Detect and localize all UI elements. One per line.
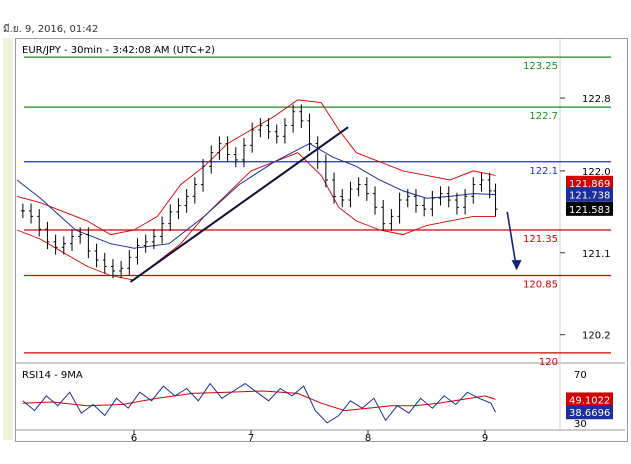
level-label: 123.25 xyxy=(523,61,558,72)
y-tick-label: 120.2 xyxy=(582,331,611,342)
forecast-arrow-head xyxy=(511,260,522,271)
rsi-plot: 70 30 49.1022 38.6696 xyxy=(22,370,613,430)
left-margin-band xyxy=(3,38,13,440)
level-label: 122.1 xyxy=(529,166,558,177)
rsi-y-tick-label: 30 xyxy=(574,419,587,430)
y-tick-label: 121.1 xyxy=(582,249,611,260)
rsi-marker-box xyxy=(566,392,613,407)
trendline xyxy=(129,126,349,283)
level-label: 121.35 xyxy=(523,234,558,245)
x-tick-label: 9 xyxy=(482,433,488,444)
price-marker-box xyxy=(566,175,613,190)
rsi-marker: 49.1022 xyxy=(569,395,610,406)
bollinger-upper-line xyxy=(16,99,496,236)
rsi-marker: 38.6696 xyxy=(569,408,610,419)
price-marker-box xyxy=(566,201,613,216)
bollinger-lower-line xyxy=(16,152,496,281)
main-chart-title: EUR/JPY - 30min - 3:42:08 AM (UTC+2) xyxy=(22,45,215,56)
rsi-line xyxy=(22,382,496,424)
price-marker: 121.738 xyxy=(569,191,610,202)
level-label: 120.85 xyxy=(523,280,558,291)
main-plot: 123.25 122.7 122.1 121.35 120.85 120 122.8 122.… xyxy=(16,56,613,368)
x-tick-label: 8 xyxy=(365,433,371,444)
level-label: 120 xyxy=(539,357,558,368)
rsi-chart-title: RSI14 - 9MA xyxy=(22,370,83,381)
x-tick-label: 6 xyxy=(131,433,137,444)
rsi-marker-box xyxy=(566,405,613,420)
forecast-arrow-line xyxy=(506,211,518,270)
chart-panel xyxy=(15,38,628,442)
y-tick-label: 122.8 xyxy=(582,94,611,105)
timestamp: มี.ย. 9, 2016, 01:42 xyxy=(3,24,99,35)
level-label: 122.7 xyxy=(529,111,558,122)
moving-average-line xyxy=(16,143,496,249)
y-tick-label: 122.0 xyxy=(582,167,611,178)
x-axis: 6 7 8 9 xyxy=(131,430,488,444)
rsi-y-tick-label: 70 xyxy=(574,370,587,381)
price-marker: 121.869 xyxy=(569,179,610,190)
price-marker-box xyxy=(566,187,613,202)
price-marker: 121.583 xyxy=(569,205,610,216)
x-tick-label: 7 xyxy=(248,433,254,444)
